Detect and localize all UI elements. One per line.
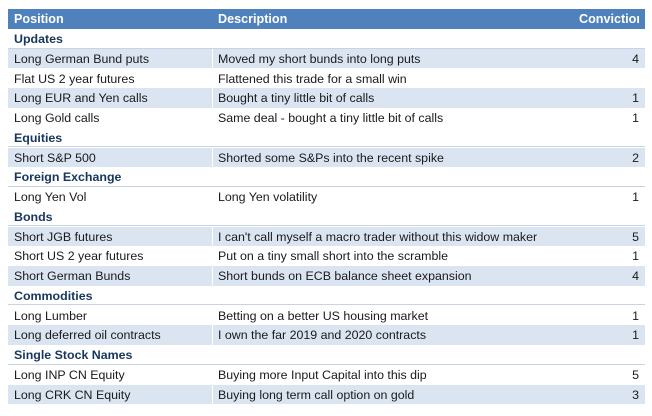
conviction-cell: 3	[632, 387, 639, 402]
table-header-row: Position Description Conviction	[8, 9, 645, 29]
section-title: Foreign Exchange	[14, 170, 122, 185]
section-header: Bonds	[8, 207, 645, 227]
position-cell: Long INP CN Equity	[14, 367, 125, 382]
table-row: Long deferred oil contracts I own the far…	[8, 325, 645, 345]
conviction-cell: 1	[632, 91, 639, 106]
position-cell: Short S&P 500	[14, 150, 96, 165]
section-header: Commodities	[8, 286, 645, 306]
column-divider	[212, 187, 213, 207]
column-divider	[212, 266, 213, 286]
section-title: Single Stock Names	[14, 348, 133, 362]
table-row: Flat US 2 year futures Flattened this tra…	[8, 68, 645, 89]
description-cell: Shorted some S&Ps into the recent spike	[218, 150, 444, 165]
column-divider	[212, 88, 213, 108]
conviction-cell	[579, 69, 639, 89]
table-row: Short German Bunds Short bunds on ECB bal…	[8, 266, 645, 286]
description-cell: Put on a tiny small short into the scram…	[218, 249, 449, 264]
conviction-cell: 2	[632, 150, 639, 165]
section-header: Updates	[8, 29, 645, 49]
position-cell: Short JGB futures	[14, 229, 113, 244]
conviction-cell: 5	[632, 229, 639, 244]
table-row: Short S&P 500 Shorted some S&Ps into the …	[8, 147, 645, 168]
description-cell: Same deal - bought a tiny little bit of …	[218, 111, 444, 125]
table-row: Long EUR and Yen calls Bought a tiny litt…	[8, 88, 645, 108]
column-divider	[212, 68, 213, 89]
column-divider	[212, 325, 213, 345]
header-conviction: Conviction	[579, 12, 639, 26]
section-title: Bonds	[14, 209, 53, 224]
conviction-cell: 1	[632, 111, 639, 125]
description-cell: Buying more Input Capital into this dip	[218, 367, 427, 382]
conviction-cell: 1	[632, 328, 639, 343]
table-row: Long German Bund puts Moved my short bund…	[8, 48, 645, 69]
description-cell: Moved my short bunds into long puts	[218, 51, 421, 66]
table-row: Long Lumber Betting on a better US housin…	[8, 305, 645, 326]
conviction-cell: 1	[632, 249, 639, 264]
position-cell: Flat US 2 year futures	[14, 71, 135, 86]
description-cell: Buying long term call option on gold	[218, 387, 415, 402]
header-position: Position	[14, 12, 64, 26]
conviction-cell: 4	[632, 269, 639, 283]
position-cell: Long Lumber	[14, 308, 88, 323]
description-cell: Flattened this trade for a small win	[218, 71, 407, 86]
header-description: Description	[218, 12, 288, 26]
column-divider	[212, 364, 213, 385]
table-row: Long Yen Vol Long Yen volatility 1	[8, 187, 645, 207]
table-row: Long CRK CN Equity Buying long term call …	[8, 384, 645, 405]
conviction-cell: 1	[632, 308, 639, 323]
column-divider	[212, 108, 213, 128]
column-divider	[212, 48, 213, 69]
section-header: Equities	[8, 128, 645, 148]
description-cell: Long Yen volatility	[218, 190, 318, 204]
position-cell: Long EUR and Yen calls	[14, 91, 148, 106]
column-divider	[212, 384, 213, 405]
table-row: Long Gold calls Same deal - bought a tiny…	[8, 108, 645, 128]
description-cell: I can't call myself a macro trader witho…	[218, 229, 538, 244]
column-divider	[212, 305, 213, 326]
description-cell: Short bunds on ECB balance sheet expansi…	[218, 269, 472, 283]
position-cell: Long deferred oil contracts	[14, 328, 161, 343]
column-divider	[212, 147, 213, 168]
conviction-cell: 4	[632, 51, 639, 66]
column-divider	[212, 246, 213, 266]
position-cell: Long German Bund puts	[14, 51, 150, 66]
section-header: Single Stock Names	[8, 345, 645, 365]
position-cell: Short German Bunds	[14, 269, 131, 283]
position-cell: Long Yen Vol	[14, 190, 87, 204]
section-title: Equities	[14, 130, 63, 145]
conviction-cell: 1	[632, 190, 639, 204]
description-cell: Betting on a better US housing market	[218, 308, 429, 323]
description-cell: Bought a tiny little bit of calls	[218, 91, 375, 106]
position-cell: Long Gold calls	[14, 111, 100, 125]
section-title: Updates	[14, 32, 63, 46]
conviction-cell: 5	[632, 367, 639, 382]
section-header: Foreign Exchange	[8, 167, 645, 187]
table-row: Short JGB futures I can't call myself a m…	[8, 226, 645, 247]
table-row: Long INP CN Equity Buying more Input Capi…	[8, 364, 645, 385]
section-title: Commodities	[14, 288, 93, 303]
column-divider	[212, 226, 213, 247]
table-row: Short US 2 year futures Put on a tiny sma…	[8, 246, 645, 266]
description-cell: I own the far 2019 and 2020 contracts	[218, 328, 427, 343]
position-cell: Long CRK CN Equity	[14, 387, 131, 402]
position-cell: Short US 2 year futures	[14, 249, 144, 264]
